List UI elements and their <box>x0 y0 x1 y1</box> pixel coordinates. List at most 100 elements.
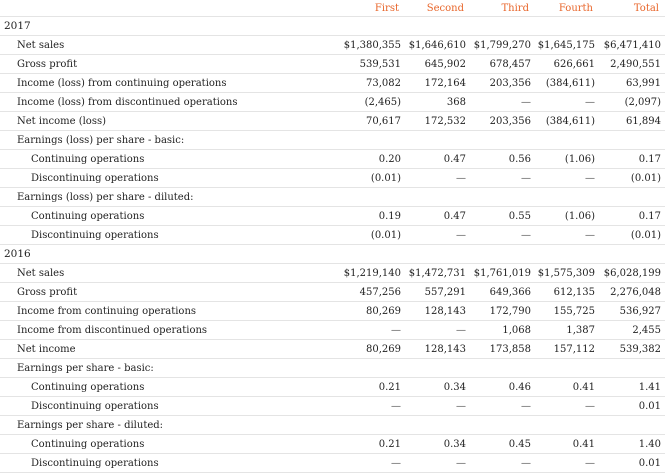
row-label: Net sales <box>0 263 330 283</box>
value-cell-second: — <box>405 168 470 188</box>
row-label: Continuing operations <box>0 434 330 454</box>
table-row: Discontinuing operations — — — —0.01 <box>0 396 665 416</box>
table-row: Net income (loss) 70,617 172,532 203,356 (38… <box>0 111 665 131</box>
row-label: Discontinuing operations <box>0 396 330 416</box>
table-row: Gross profit 539,531 645,902 678,457 626,661… <box>0 54 665 74</box>
row-label: Discontinuing operations <box>0 168 330 188</box>
row-label: Continuing operations <box>0 206 330 226</box>
value-cell-total: 2,490,551 <box>599 54 665 74</box>
table-row: Earnings per share - basic: <box>0 358 665 378</box>
value-cell-first: (2,465) <box>330 92 405 112</box>
value-cell-third: 203,356 <box>470 73 535 93</box>
value-cell-third <box>470 358 535 378</box>
value-cell-second: 128,143 <box>405 339 470 359</box>
table-row: Continuing operations 0.20 0.47 0.56 (1.06) 0… <box>0 149 665 169</box>
value-cell-total: 1.40 <box>599 434 665 454</box>
value-cell-third: $1,799,270 <box>470 35 535 55</box>
row-label: Continuing operations <box>0 149 330 169</box>
value-cell-total: 0.01 <box>599 396 665 416</box>
table-body: 2017 Net sales $1,380,355 $1,646,610 $1,799,… <box>0 16 665 473</box>
value-cell-third: — <box>470 92 535 112</box>
value-cell-fourth: — <box>535 92 599 112</box>
column-header-fourth: Fourth <box>535 0 599 17</box>
value-cell-fourth: — <box>535 396 599 416</box>
row-label: Gross profit <box>0 282 330 302</box>
value-cell-first: 70,617 <box>330 111 405 131</box>
value-cell-first: 0.21 <box>330 377 405 397</box>
value-cell-third <box>470 130 535 150</box>
value-cell-fourth <box>535 415 599 435</box>
value-cell-second: 172,164 <box>405 73 470 93</box>
value-cell-fourth: $1,575,309 <box>535 263 599 283</box>
value-cell-total: 1.41 <box>599 377 665 397</box>
row-label: Discontinuing operations <box>0 225 330 245</box>
table-row: Discontinuing operations (0.01) — — — (0.01) <box>0 168 665 188</box>
value-cell-second: 0.34 <box>405 434 470 454</box>
value-cell-first: 539,531 <box>330 54 405 74</box>
value-cell-total: (2,097) <box>599 92 665 112</box>
year-section-header: 2017 <box>0 16 665 36</box>
value-cell-third: 172,790 <box>470 301 535 321</box>
row-label: Gross profit <box>0 54 330 74</box>
value-cell-fourth: (384,611) <box>535 73 599 93</box>
table-row: Discontinuing operations — — — —0.01 <box>0 453 665 473</box>
row-label: Earnings (loss) per share - basic: <box>0 130 330 150</box>
value-cell-third: 0.46 <box>470 377 535 397</box>
value-cell-first: 0.20 <box>330 149 405 169</box>
value-cell-total: 539,382 <box>599 339 665 359</box>
value-cell-total: 2,455 <box>599 320 665 340</box>
table-row: Net income 80,269 128,143 173,858 157,112 539… <box>0 339 665 359</box>
value-cell-third: 678,457 <box>470 54 535 74</box>
value-cell-second: — <box>405 320 470 340</box>
value-cell-total: 0.17 <box>599 149 665 169</box>
value-cell-first: $1,380,355 <box>330 35 405 55</box>
value-cell-fourth: 155,725 <box>535 301 599 321</box>
table-row: Income (loss) from continuing operations… <box>0 73 665 93</box>
value-cell-fourth: (384,611) <box>535 111 599 131</box>
value-cell-total: (0.01) <box>599 225 665 245</box>
value-cell-total: (0.01) <box>599 168 665 188</box>
year-label: 2016 <box>0 244 665 264</box>
table-row: Continuing operations 0.21 0.34 0.45 0.41 1.4… <box>0 434 665 454</box>
value-cell-first: 80,269 <box>330 339 405 359</box>
value-cell-third: 173,858 <box>470 339 535 359</box>
value-cell-fourth: — <box>535 225 599 245</box>
value-cell-first: 73,082 <box>330 73 405 93</box>
value-cell-third: 649,366 <box>470 282 535 302</box>
value-cell-third: 1,068 <box>470 320 535 340</box>
value-cell-fourth: 1,387 <box>535 320 599 340</box>
value-cell-third: $1,761,019 <box>470 263 535 283</box>
value-cell-third: — <box>470 396 535 416</box>
value-cell-second: 0.47 <box>405 206 470 226</box>
value-cell-fourth: 626,661 <box>535 54 599 74</box>
value-cell-fourth <box>535 187 599 207</box>
value-cell-total <box>599 130 665 150</box>
value-cell-total <box>599 415 665 435</box>
value-cell-first: $1,219,140 <box>330 263 405 283</box>
column-header-total: Total <box>599 0 665 17</box>
value-cell-fourth: — <box>535 168 599 188</box>
table-row: Discontinuing operations (0.01) — — — (0.01) <box>0 225 665 245</box>
value-cell-total: $6,028,199 <box>599 263 665 283</box>
column-header-third: Third <box>470 0 535 17</box>
value-cell-first: (0.01) <box>330 225 405 245</box>
value-cell-fourth: (1.06) <box>535 149 599 169</box>
value-cell-first: 457,256 <box>330 282 405 302</box>
row-label: Net income (loss) <box>0 111 330 131</box>
table-row: Net sales $1,380,355 $1,646,610 $1,799,270 $… <box>0 35 665 55</box>
value-cell-total: 63,991 <box>599 73 665 93</box>
value-cell-second <box>405 130 470 150</box>
value-cell-second: 172,532 <box>405 111 470 131</box>
column-header-second: Second <box>405 0 470 17</box>
value-cell-second <box>405 358 470 378</box>
value-cell-first: 80,269 <box>330 301 405 321</box>
value-cell-total: 536,927 <box>599 301 665 321</box>
table-row: Income from discontinued operations — —1,0… <box>0 320 665 340</box>
row-label: Earnings (loss) per share - diluted: <box>0 187 330 207</box>
value-cell-first <box>330 358 405 378</box>
table-row: Continuing operations 0.21 0.34 0.46 0.41 1.4… <box>0 377 665 397</box>
table-row: Net sales $1,219,140 $1,472,731 $1,761,019 $… <box>0 263 665 283</box>
value-cell-second: 128,143 <box>405 301 470 321</box>
value-cell-fourth: 157,112 <box>535 339 599 359</box>
